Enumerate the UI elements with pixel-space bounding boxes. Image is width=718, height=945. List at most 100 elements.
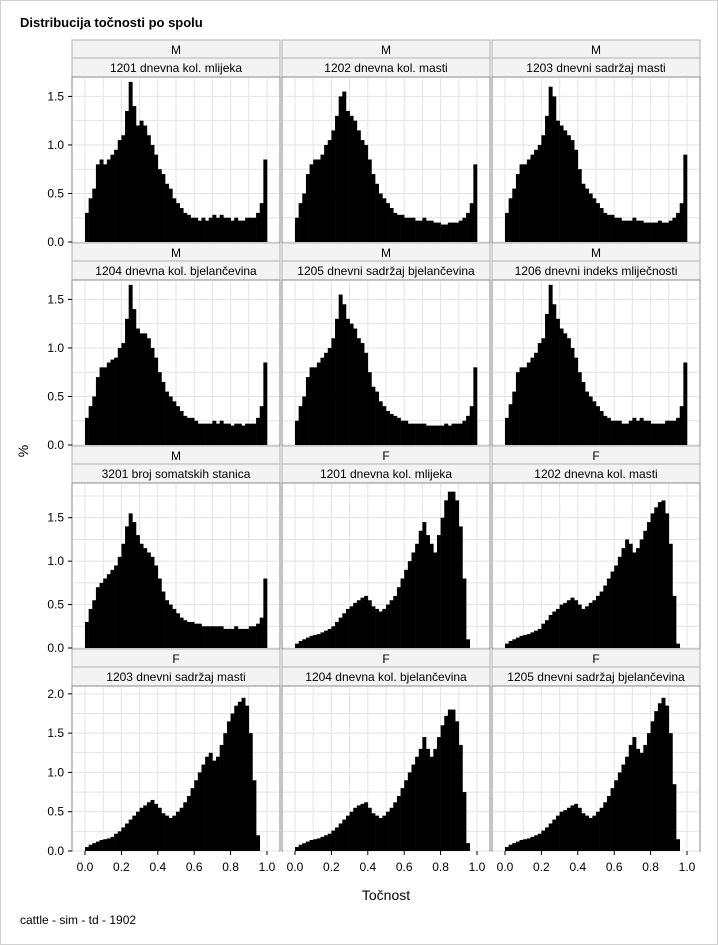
histogram-bar [190,417,195,445]
histogram-bar [197,772,202,851]
histogram-bar [245,217,250,242]
histogram-bar [197,220,202,242]
histogram-bar [309,635,314,648]
histogram-bar [371,386,376,445]
histogram-bar [628,420,633,445]
histogram-bar [121,135,126,242]
histogram-bar [672,420,677,445]
histogram-bar [455,721,460,851]
histogram-bar [226,721,231,851]
histogram-bar [436,425,441,445]
histogram-bar [444,224,449,242]
histogram-bar [665,705,670,851]
histogram-bar [628,220,633,242]
histogram-bar [462,792,467,851]
histogram-bar [205,756,210,851]
histogram-bar [426,535,430,648]
histogram-bar [588,193,593,242]
histogram-bar [316,159,321,242]
histogram-bar [252,217,257,242]
histogram-bar [382,198,387,242]
histogram-bar [353,602,358,648]
histogram-bar [165,600,170,648]
histogram-bar [614,565,619,648]
histogram-bar [548,615,553,648]
histogram-bar [194,623,199,648]
histogram-bar [455,222,460,242]
histogram-bar [295,217,299,242]
histogram-bar [298,844,303,851]
histogram-bar [643,222,648,242]
x-tick-label: 0.4 [359,860,376,874]
histogram-bar [559,604,564,648]
histogram-bar [179,411,184,445]
y-tick-label: 1.5 [47,726,64,740]
histogram-bar [139,333,144,445]
histogram-bar [324,835,329,851]
x-tick-label: 0.6 [606,860,623,874]
histogram-bar [505,417,509,445]
histogram-bar [324,144,329,242]
histogram-bar [621,220,626,242]
histogram-bar [375,183,380,242]
histogram-bar [665,222,670,242]
histogram-bar [219,214,224,242]
y-tick-label: 1.0 [47,765,64,779]
histogram-bar [248,733,253,851]
histogram-bar [252,780,257,851]
histogram-bar [165,815,170,851]
histogram-bar [146,338,151,445]
histogram-bar [103,839,108,851]
histogram-bar [295,643,299,648]
histogram-bar [208,752,213,851]
panel-trait-label: 1203 dnevni sadržaj masti [106,670,245,684]
histogram-bar [636,420,640,445]
histogram-bar [505,847,509,851]
histogram-bar [161,813,166,851]
histogram-bar [356,338,361,445]
histogram-bar [433,552,438,648]
histogram-bar [466,212,471,242]
histogram-bar [106,574,111,648]
histogram-bar [92,600,97,648]
histogram-bar [577,807,582,851]
histogram-bar [566,338,571,445]
x-tick-label: 0.8 [222,860,239,874]
histogram-bar [581,608,586,648]
histogram-bar [636,220,640,242]
histogram-bar [548,86,553,243]
histogram-bar [179,807,184,851]
histogram-bar [625,423,630,445]
histogram-bar [338,617,343,648]
histogram-bar [92,188,97,242]
histogram-bar [88,198,93,242]
histogram-bar [338,96,343,242]
histogram-bar [349,606,354,648]
histogram-bar [592,401,597,445]
histogram-bar [508,844,513,851]
histogram-bar [596,406,600,445]
histogram-bar [356,130,361,242]
histogram-bar [256,835,261,851]
histogram-bar [150,347,155,445]
histogram-bar [396,796,401,851]
x-tick-label: 0.0 [77,860,94,874]
histogram-bar [570,597,575,648]
y-tick-label: 1.0 [47,554,64,568]
histogram-bar [139,120,144,242]
panel-sex-label: F [592,449,599,463]
histogram-bar [106,838,111,851]
histogram-bar [632,417,637,445]
histogram-bar [223,733,228,851]
histogram-bar [157,169,162,242]
histogram-bar [371,606,376,648]
panel-sex-label: M [171,246,181,260]
histogram-bar [444,423,449,445]
histogram-bar [103,164,108,242]
histogram-bar [621,764,626,851]
histogram-bar [683,154,688,242]
histogram-bar [331,338,336,445]
histogram-bar [422,423,427,445]
histogram-bar [353,807,358,851]
histogram-bar [135,811,140,851]
